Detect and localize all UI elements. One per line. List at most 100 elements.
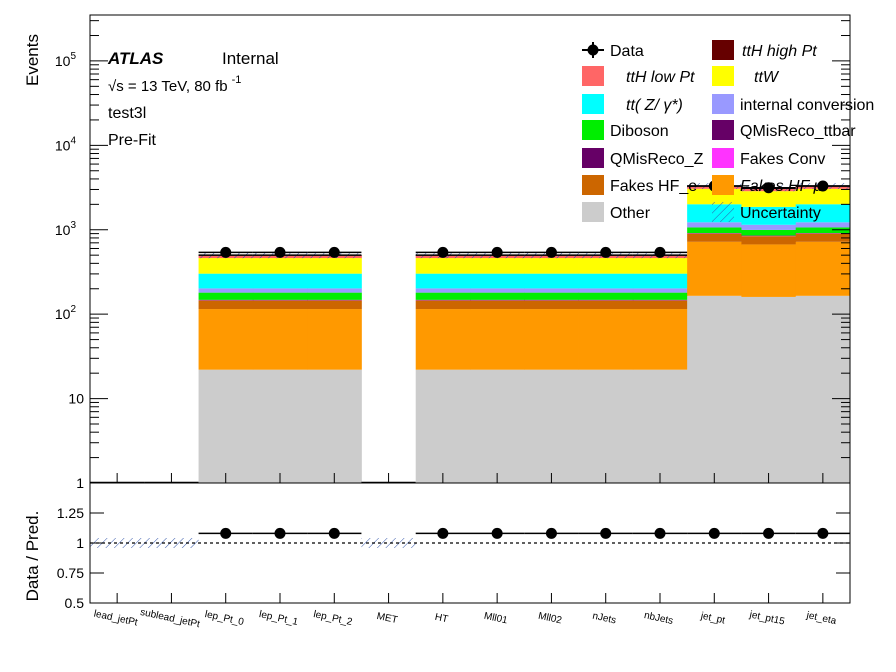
bar-segment-6-9 bbox=[415, 258, 471, 274]
legend-text-qmisreco-ttbar: QMisReco_ttbar bbox=[740, 123, 856, 140]
legend-entry-tth-low: ttH low Pt bbox=[582, 66, 695, 86]
legend-text-internal-conversion: internal conversion bbox=[740, 97, 874, 114]
ratio-uncertainty-0 bbox=[90, 538, 145, 548]
ratio-point-10 bbox=[654, 527, 666, 539]
bar-segment-11-6 bbox=[687, 227, 742, 234]
bar-segment-2-1 bbox=[198, 309, 254, 370]
legend-text-diboson: Diboson bbox=[610, 123, 669, 140]
bar-segment-2-8 bbox=[198, 273, 254, 289]
bar-segment-8-9 bbox=[524, 258, 579, 274]
legend-text-ttw: ttW bbox=[754, 69, 780, 86]
bar-segment-6-0 bbox=[415, 369, 471, 483]
bar-segment-9-7 bbox=[578, 288, 634, 293]
stage-label: Pre-Fit bbox=[108, 132, 157, 149]
x-tick-label-11: jet_pt bbox=[699, 610, 726, 626]
bar-segment-13-2 bbox=[795, 233, 851, 242]
legend-entry-data: Data bbox=[582, 42, 644, 60]
bar-segment-2-2 bbox=[198, 300, 254, 310]
bar-segment-4-6 bbox=[307, 292, 362, 300]
ratio-y-tick-label-1: 0.75 bbox=[57, 565, 84, 581]
x-tick-label-5: MET bbox=[376, 611, 399, 626]
bar-segment-6-6 bbox=[415, 292, 471, 300]
ratio-point-12 bbox=[763, 527, 775, 539]
bar-segment-8-6 bbox=[524, 292, 579, 300]
data-point-7 bbox=[491, 246, 503, 258]
ratio-layer bbox=[90, 527, 850, 548]
data-point-9 bbox=[600, 246, 612, 258]
x-tick-label-8: Mll02 bbox=[537, 611, 563, 627]
x-tick-label-0: lead_jetPt bbox=[93, 609, 139, 629]
x-tick-label-7: Mll01 bbox=[483, 611, 509, 627]
data-point-8 bbox=[545, 246, 557, 258]
legend-text-fakes-conv: Fakes Conv bbox=[740, 151, 825, 168]
atlas-label: ATLAS bbox=[107, 49, 164, 68]
legend-entry-fakes-hf-e: Fakes HF_e bbox=[582, 175, 697, 195]
ratio-point-6 bbox=[437, 527, 449, 539]
bar-segment-4-0 bbox=[307, 369, 362, 483]
bar-segment-2-6 bbox=[198, 292, 254, 300]
y-axis-label-top: Events bbox=[23, 34, 42, 86]
bar-segment-12-0 bbox=[741, 296, 797, 483]
legend-text-tth-high: ttH high Pt bbox=[742, 43, 817, 60]
ratio-uncertainty-1 bbox=[144, 538, 199, 548]
legend-entry-tth-high: ttH high Pt bbox=[712, 40, 817, 60]
y-axis-label-bottom: Data / Pred. bbox=[23, 511, 42, 602]
bar-segment-6-8 bbox=[415, 273, 471, 289]
data-point-10 bbox=[654, 246, 666, 258]
legend: Data ttH high Pt ttH low Pt ttW tt( Z/ γ… bbox=[582, 40, 874, 222]
bar-segment-13-1 bbox=[795, 241, 851, 296]
bar-segment-8-8 bbox=[524, 273, 579, 289]
bar-segment-12-7 bbox=[741, 224, 797, 230]
ratio-point-11 bbox=[708, 527, 720, 539]
y-tick-label-4: 104 bbox=[55, 135, 77, 153]
bar-segment-7-6 bbox=[470, 292, 525, 300]
ratio-uncertainty-5 bbox=[361, 538, 416, 548]
bar-segment-8-0 bbox=[524, 369, 579, 483]
ratio-point-2 bbox=[220, 527, 232, 539]
bar-segment-9-0 bbox=[578, 369, 634, 483]
bar-segment-11-2 bbox=[687, 233, 742, 242]
bar-segment-12-6 bbox=[741, 229, 797, 236]
bar-segment-11-1 bbox=[687, 241, 742, 296]
main-panel: 1 10 102 103 104 105 Events bbox=[23, 14, 851, 491]
legend-entry-qmisreco-ttbar: QMisReco_ttbar bbox=[712, 120, 856, 140]
x-tick-label-13: jet_eta bbox=[805, 610, 838, 627]
x-tick-label-1: sublead_jetPt bbox=[139, 607, 201, 630]
ratio-point-3 bbox=[274, 527, 286, 539]
x-tick-label-12: jet_pt15 bbox=[748, 609, 787, 627]
bar-segment-11-7 bbox=[687, 222, 742, 228]
legend-text-tth-low: ttH low Pt bbox=[626, 69, 695, 86]
data-point-3 bbox=[274, 246, 286, 258]
legend-entry-uncertainty: Uncertainty bbox=[712, 202, 821, 222]
bar-segment-6-7 bbox=[415, 288, 471, 293]
bar-segment-7-8 bbox=[470, 273, 525, 289]
legend-text-ttz: tt( Z/ γ*) bbox=[626, 97, 683, 114]
legend-text-fakes-hf-e: Fakes HF_e bbox=[610, 178, 697, 195]
x-tick-label-4: lep_Pt_2 bbox=[312, 609, 353, 628]
bar-segment-2-7 bbox=[198, 288, 254, 293]
bar-segment-12-2 bbox=[741, 236, 797, 245]
bar-segment-3-0 bbox=[252, 369, 308, 483]
bar-segment-12-1 bbox=[741, 244, 797, 297]
bar-segment-10-1 bbox=[632, 309, 688, 370]
bar-segment-13-9 bbox=[795, 188, 851, 205]
y-tick-label-1: 10 bbox=[68, 391, 84, 407]
bar-segment-13-7 bbox=[795, 222, 851, 228]
bar-segment-9-1 bbox=[578, 309, 634, 370]
ratio-point-13 bbox=[817, 527, 829, 539]
bar-segment-3-8 bbox=[252, 273, 308, 289]
legend-entry-other: Other bbox=[582, 202, 651, 222]
legend-text-other: Other bbox=[610, 205, 651, 222]
bar-segment-13-6 bbox=[795, 227, 851, 234]
x-tick-label-2: lep_Pt_0 bbox=[204, 609, 245, 628]
internal-label: Internal bbox=[222, 49, 279, 68]
bar-segment-7-2 bbox=[470, 300, 525, 310]
bar-segment-9-8 bbox=[578, 273, 634, 289]
bar-segment-4-2 bbox=[307, 300, 362, 310]
bar-segment-8-2 bbox=[524, 300, 579, 310]
bar-segment-10-6 bbox=[632, 292, 688, 300]
x-tick-label-6: HT bbox=[434, 612, 449, 626]
bar-segment-10-7 bbox=[632, 288, 688, 293]
bar-segment-6-1 bbox=[415, 309, 471, 370]
